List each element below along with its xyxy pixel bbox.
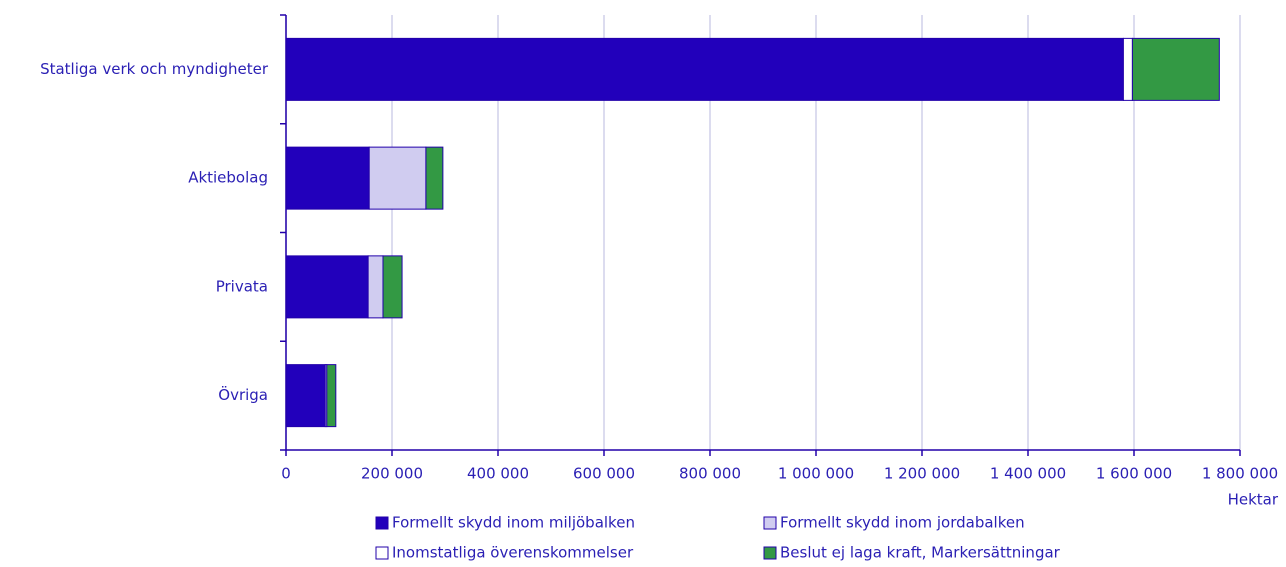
x-tick-label: 400 000 [467, 465, 529, 483]
bar-segment [367, 255, 384, 319]
bar-segment [285, 364, 326, 428]
legend-label: Inomstatliga överenskommelser [392, 544, 634, 562]
x-tick-label: 200 000 [361, 465, 423, 483]
y-tick-label: Statliga verk och myndigheter [40, 60, 269, 78]
y-tick-label: Privata [216, 277, 268, 295]
bar-segment [285, 255, 369, 319]
legend-label: Formellt skydd inom jordabalken [780, 514, 1025, 532]
x-axis-label: Hektar [1228, 491, 1279, 509]
y-tick-label: Övriga [218, 385, 268, 404]
x-tick-label: 800 000 [679, 465, 741, 483]
y-tick-label: Aktiebolag [188, 169, 268, 187]
bar-segment [285, 146, 370, 210]
x-tick-label: 0 [281, 465, 291, 483]
x-tick-label: 600 000 [573, 465, 635, 483]
bar-segment [1122, 37, 1133, 101]
x-tick-label: 1 800 000 [1202, 465, 1278, 483]
bar-segment [285, 37, 1124, 101]
legend-swatch [763, 546, 777, 560]
x-tick-label: 1 200 000 [884, 465, 960, 483]
bar-segment [368, 146, 427, 210]
bar-segment [326, 364, 337, 428]
legend-swatch [375, 546, 389, 560]
legend-swatch [375, 516, 389, 530]
legend-swatch [763, 516, 777, 530]
legend-label: Formellt skydd inom miljöbalken [392, 514, 635, 532]
x-tick-label: 1 400 000 [990, 465, 1066, 483]
bar-segment [425, 146, 444, 210]
bar-segment [1131, 37, 1220, 101]
legend-label: Beslut ej laga kraft, Markersättningar [780, 544, 1061, 562]
x-tick-label: 1 000 000 [778, 465, 854, 483]
bar-segment [382, 255, 403, 319]
x-tick-label: 1 600 000 [1096, 465, 1172, 483]
